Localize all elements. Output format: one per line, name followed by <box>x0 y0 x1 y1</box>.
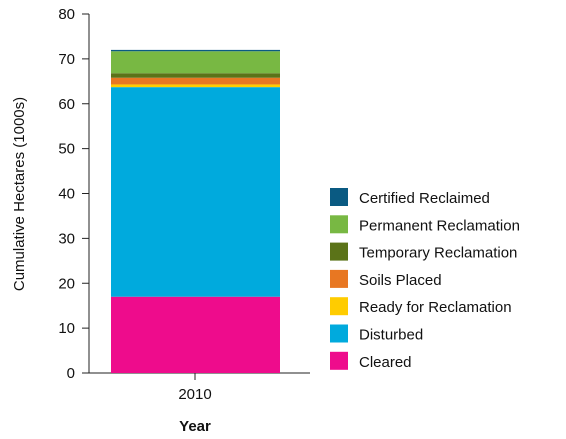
y-tick-label: 70 <box>58 51 75 68</box>
bar-segment-soils-placed <box>111 77 280 85</box>
legend-swatch-cleared <box>330 351 348 370</box>
legend-label-disturbed: Disturbed <box>359 327 423 344</box>
y-tick-label: 40 <box>58 186 75 203</box>
bar-segment-cleared <box>111 296 280 373</box>
legend-label-permanent-reclamation: Permanent Reclamation <box>359 217 520 234</box>
bar-segment-temporary-reclamation <box>111 73 280 78</box>
legend-swatch-disturbed <box>330 324 348 343</box>
bar-segment-certified-reclaimed <box>111 49 280 52</box>
bar-segment-permanent-reclamation <box>111 51 280 74</box>
y-tick-label: 10 <box>58 320 75 337</box>
y-axis-title: Cumulative Hectares (1000s) <box>11 97 28 291</box>
y-tick-label: 60 <box>58 96 75 113</box>
legend-label-cleared: Cleared <box>359 354 412 371</box>
x-axis-title: Year <box>179 418 211 435</box>
y-tick-label: 50 <box>58 141 75 158</box>
y-tick-label: 20 <box>58 275 75 292</box>
legend: Certified Reclaimed Permanent Reclamation… <box>330 188 520 371</box>
y-tick-label: 80 <box>58 6 75 23</box>
legend-swatch-soils-placed <box>330 269 348 288</box>
x-axis: 2010 <box>89 372 310 403</box>
x-tick-label: 2010 <box>178 386 211 403</box>
legend-swatch-certified-reclaimed <box>330 188 348 206</box>
legend-label-certified-reclaimed: Certified Reclaimed <box>359 190 490 207</box>
legend-swatch-permanent-reclamation <box>330 215 348 234</box>
y-tick-label: 30 <box>58 230 75 247</box>
legend-label-ready-for-reclamation: Ready for Reclamation <box>359 299 512 316</box>
y-ticks: 0 10 20 30 40 50 60 70 80 <box>58 6 89 382</box>
bar-segment-disturbed <box>111 87 280 297</box>
legend-label-soils-placed: Soils Placed <box>359 272 442 289</box>
bar-segment-ready-for-reclamation <box>111 84 280 88</box>
legend-swatch-temporary-reclamation <box>330 242 348 261</box>
legend-label-temporary-reclamation: Temporary Reclamation <box>359 245 517 262</box>
legend-swatch-ready-for-reclamation <box>330 297 348 316</box>
y-tick-label: 0 <box>67 365 75 382</box>
bar-stack <box>111 49 280 373</box>
